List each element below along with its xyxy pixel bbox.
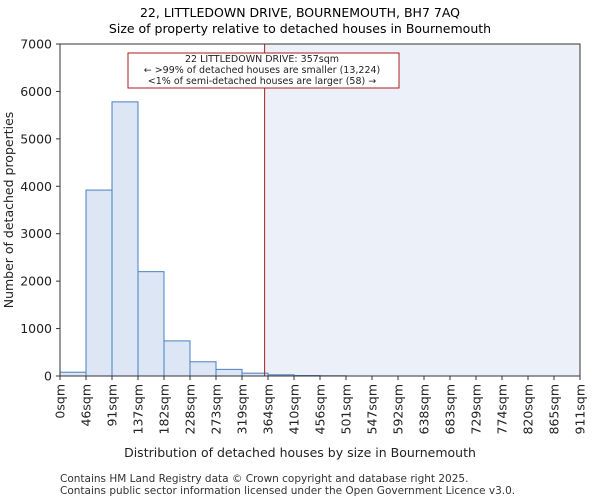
x-tick-label: 774sqm xyxy=(495,384,510,434)
footer-line-2: Contains public sector information licen… xyxy=(60,485,515,497)
histogram-bar xyxy=(85,189,113,377)
x-axis-label: Distribution of detached houses by size … xyxy=(124,445,476,460)
x-tick-label: 911sqm xyxy=(573,384,588,434)
annotation-title: 22 LITTLEDOWN DRIVE: 357sqm xyxy=(185,54,339,65)
x-tick-label: 410sqm xyxy=(287,384,302,434)
histogram-bar xyxy=(189,361,217,377)
x-tick-label: 182sqm xyxy=(157,384,172,434)
x-tick-label: 319sqm xyxy=(235,384,250,434)
x-tick-label: 91sqm xyxy=(105,384,120,427)
histogram-bar xyxy=(163,340,191,377)
x-tick-label: 547sqm xyxy=(365,384,380,434)
footer-line-1: Contains HM Land Registry data © Crown c… xyxy=(60,473,468,485)
histogram-bar xyxy=(215,368,243,377)
x-tick-label: 46sqm xyxy=(79,384,94,427)
y-tick-label: 7000 xyxy=(20,37,52,52)
annotation-larger: <1% of semi-detached houses are larger (… xyxy=(148,76,376,87)
y-tick-label: 2000 xyxy=(20,274,52,289)
x-tick-label: 273sqm xyxy=(209,384,224,434)
x-tick-label: 501sqm xyxy=(339,384,354,434)
x-tick-label: 638sqm xyxy=(417,384,432,434)
y-tick-label: 1000 xyxy=(20,321,52,336)
x-tick-label: 592sqm xyxy=(391,384,406,434)
y-axis-label: Number of detached properties xyxy=(1,112,16,309)
y-tick-label: 5000 xyxy=(20,131,52,146)
x-tick-label: 729sqm xyxy=(469,384,484,434)
chart-title: 22, LITTLEDOWN DRIVE, BOURNEMOUTH, BH7 7… xyxy=(140,5,460,20)
x-tick-label: 228sqm xyxy=(183,384,198,434)
annotation-smaller: ← >99% of detached houses are smaller (1… xyxy=(144,65,381,76)
y-tick-label: 4000 xyxy=(20,179,52,194)
x-tick-label: 683sqm xyxy=(443,384,458,434)
x-tick-label: 137sqm xyxy=(131,384,146,434)
x-tick-label: 364sqm xyxy=(261,384,276,434)
y-tick-label: 6000 xyxy=(20,84,52,99)
histogram-bar xyxy=(137,271,165,377)
y-tick-label: 0 xyxy=(44,369,52,384)
x-tick-label: 456sqm xyxy=(313,384,328,434)
annotation-frame xyxy=(127,52,400,89)
histogram-bar xyxy=(59,371,87,377)
x-tick-label: 820sqm xyxy=(521,384,536,434)
x-tick-label: 0sqm xyxy=(53,384,68,419)
histogram-bar xyxy=(111,101,139,377)
annotation-box: 22 LITTLEDOWN DRIVE: 357sqm ← >99% of de… xyxy=(127,52,400,89)
x-tick-label: 865sqm xyxy=(547,384,562,434)
y-tick-label: 3000 xyxy=(20,226,52,241)
larger-region-shade xyxy=(264,44,580,376)
chart-subtitle: Size of property relative to detached ho… xyxy=(109,21,491,36)
